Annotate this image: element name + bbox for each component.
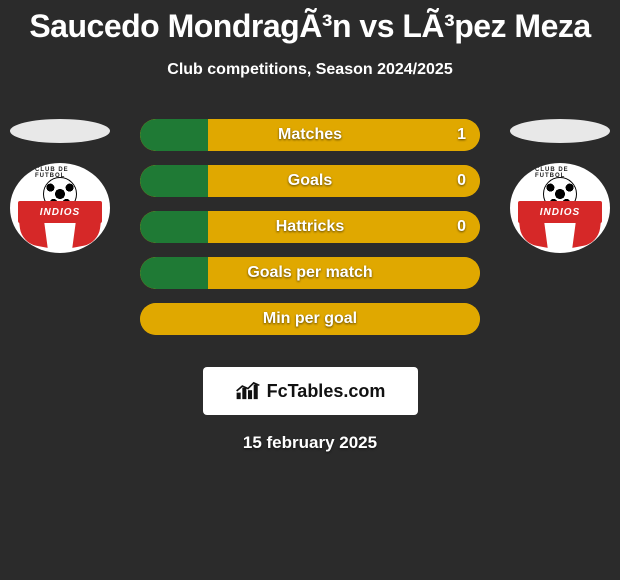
player-photo-placeholder	[10, 119, 110, 143]
subtitle: Club competitions, Season 2024/2025	[0, 61, 620, 79]
stat-value-right: 1	[457, 126, 466, 144]
crest-ribbon-icon	[518, 216, 547, 248]
stat-label: Matches	[278, 126, 342, 144]
club-crest-left: CLUB DE FUTBOL INDIOS	[10, 163, 110, 253]
stat-bar-right-seg	[208, 119, 480, 151]
stat-value-right: 0	[457, 218, 466, 236]
crest-banner-text: INDIOS	[540, 207, 580, 218]
stat-label: Min per goal	[263, 310, 357, 328]
player-photo-placeholder	[510, 119, 610, 143]
player-left: CLUB DE FUTBOL INDIOS	[0, 119, 120, 253]
brand-badge: FcTables.com	[203, 367, 418, 415]
club-crest-right: CLUB DE FUTBOL INDIOS	[510, 163, 610, 253]
stat-bar: Matches 1	[140, 119, 480, 151]
stat-value-right: 0	[457, 172, 466, 190]
stat-bar-left-seg	[140, 211, 208, 243]
date-label: 15 february 2025	[0, 433, 620, 453]
crest-ribbon-icon	[72, 216, 101, 248]
stat-bar-left-seg	[140, 257, 208, 289]
stat-label: Hattricks	[276, 218, 344, 236]
stat-bar: Min per goal	[140, 303, 480, 335]
page-title: Saucedo MondragÃ³n vs LÃ³pez Meza	[0, 0, 620, 45]
stat-bar-right-seg	[208, 165, 480, 197]
crest-ribbon-icon	[572, 216, 601, 248]
brand-text: FcTables.com	[267, 381, 386, 402]
crest-ribbon-icon	[18, 216, 47, 248]
player-right: CLUB DE FUTBOL INDIOS	[500, 119, 620, 253]
stat-bars: Matches 1 Goals 0 Hattricks 0 Goals per match M…	[140, 119, 480, 349]
stat-bar-left-seg	[140, 119, 208, 151]
brand-chart-icon	[235, 380, 261, 402]
stat-bar: Goals per match	[140, 257, 480, 289]
stat-bar: Hattricks 0	[140, 211, 480, 243]
stat-bar-left-seg	[140, 165, 208, 197]
stat-bar: Goals 0	[140, 165, 480, 197]
stat-label: Goals	[288, 172, 332, 190]
stat-label: Goals per match	[247, 264, 372, 282]
comparison-panel: CLUB DE FUTBOL INDIOS CLUB DE FUTBOL IND…	[0, 119, 620, 349]
crest-banner-text: INDIOS	[40, 207, 80, 218]
